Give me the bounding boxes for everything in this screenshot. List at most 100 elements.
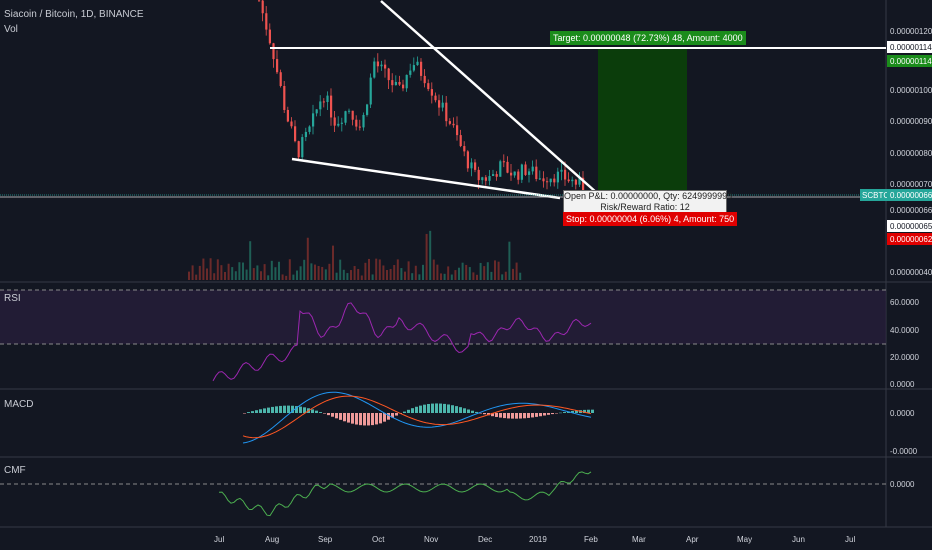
volume-bar: [486, 262, 489, 280]
volume-bar: [411, 273, 414, 280]
volume-bar: [245, 269, 248, 280]
macd-bar: [355, 413, 358, 425]
macd-line: [242, 391, 592, 444]
candle-body: [301, 137, 304, 158]
candle-body: [567, 179, 570, 182]
stop-label[interactable]: Stop: 0.00000004 (6.06%) 4, Amount: 750: [563, 212, 738, 226]
volume-bar: [400, 268, 403, 280]
candle-body: [531, 166, 534, 172]
volume-bar: [404, 271, 406, 280]
open-pl-box[interactable]: Open P&L: 0.00000000, Qty: 6249999999 Ri…: [563, 190, 733, 216]
macd-bar: [583, 409, 586, 413]
candle-body: [574, 179, 577, 185]
macd-bar: [515, 413, 518, 419]
macd-bar: [427, 403, 430, 413]
volume-bar: [468, 267, 471, 280]
volume-bar: [490, 271, 493, 280]
candle-body: [265, 13, 268, 30]
candle-body: [546, 181, 549, 183]
volume-bar: [249, 241, 252, 280]
volume-group: [188, 230, 522, 280]
macd-bar: [431, 403, 434, 413]
macd-bar: [271, 406, 274, 413]
volume-bar: [278, 261, 280, 280]
candle-body: [391, 80, 394, 86]
current-price-tag-text: 0.00000066: [890, 191, 932, 200]
macd-bar: [503, 413, 506, 419]
volume-bar: [335, 272, 338, 280]
macd-bar: [247, 412, 250, 413]
macd-bar: [467, 409, 470, 413]
macd-bar: [363, 413, 366, 426]
volume-bar: [519, 272, 522, 280]
volume-bar: [357, 268, 360, 280]
volume-bar: [339, 259, 342, 280]
candle-body: [268, 29, 271, 44]
macd-tick: -0.0000: [890, 447, 918, 456]
candle-body: [499, 161, 502, 177]
target-label[interactable]: Target: 0.00000048 (72.73%) 48, Amount: …: [550, 31, 746, 45]
volume-bar: [303, 259, 306, 280]
candle-body: [340, 122, 343, 124]
volume-bar: [252, 268, 255, 280]
candle-body: [495, 174, 498, 177]
candle-body: [502, 161, 505, 163]
volume-bar: [256, 265, 259, 280]
price-tick: 0.00000090: [890, 117, 932, 126]
volume-bar: [292, 274, 295, 280]
macd-bar: [299, 406, 302, 413]
volume-bar: [195, 274, 198, 280]
volume-bar: [288, 259, 291, 280]
candle-body: [337, 123, 340, 126]
candle-body: [434, 95, 437, 101]
upper-trendline: [380, 0, 598, 194]
volume-bar: [299, 266, 302, 280]
volume-bar: [317, 266, 320, 280]
macd-bar: [323, 413, 326, 414]
macd-bar: [327, 413, 330, 416]
candle-body: [538, 178, 541, 180]
volume-bar: [188, 271, 190, 280]
cmf-line: [218, 471, 592, 517]
macd-bar: [335, 413, 338, 419]
volume-bar: [231, 267, 234, 280]
price-tick: 0.00000100: [890, 86, 932, 95]
volume-bar: [432, 259, 435, 280]
candle-body: [279, 72, 282, 86]
target-zone: [598, 48, 687, 193]
candle-body: [556, 171, 559, 183]
macd-bar: [375, 413, 378, 425]
macd-bar: [571, 410, 574, 413]
time-tick: May: [737, 535, 752, 544]
open-pl-text: Open P&L: 0.00000000, Qty: 6249999999: [564, 191, 733, 201]
candle-body: [405, 74, 408, 89]
candle-body: [474, 162, 477, 170]
volume-bar: [422, 264, 424, 280]
macd-bar: [547, 413, 550, 415]
volume-bar: [285, 275, 288, 280]
macd-bar: [303, 407, 306, 413]
candle-body: [441, 102, 444, 108]
macd-bar: [311, 409, 314, 413]
volume-bar: [396, 259, 399, 280]
macd-bar: [519, 413, 522, 419]
volume-bar: [216, 259, 219, 280]
time-tick: Jul: [845, 535, 855, 544]
volume-bar: [368, 258, 370, 280]
candle-body: [513, 171, 516, 176]
candle-body: [578, 177, 581, 185]
macd-bar: [291, 405, 294, 413]
candle-body: [520, 164, 523, 180]
candle-body: [427, 83, 430, 90]
candle-body: [477, 169, 480, 181]
candle-body: [488, 176, 491, 181]
macd-bar: [455, 406, 458, 413]
candle-body: [564, 169, 567, 180]
candle-body: [560, 169, 563, 172]
volume-bar: [242, 262, 244, 280]
macd-bar: [499, 413, 502, 418]
volume-bar: [497, 261, 500, 280]
volume-bar: [375, 258, 378, 280]
macd-bar: [347, 413, 350, 423]
volume-bar: [371, 274, 374, 280]
